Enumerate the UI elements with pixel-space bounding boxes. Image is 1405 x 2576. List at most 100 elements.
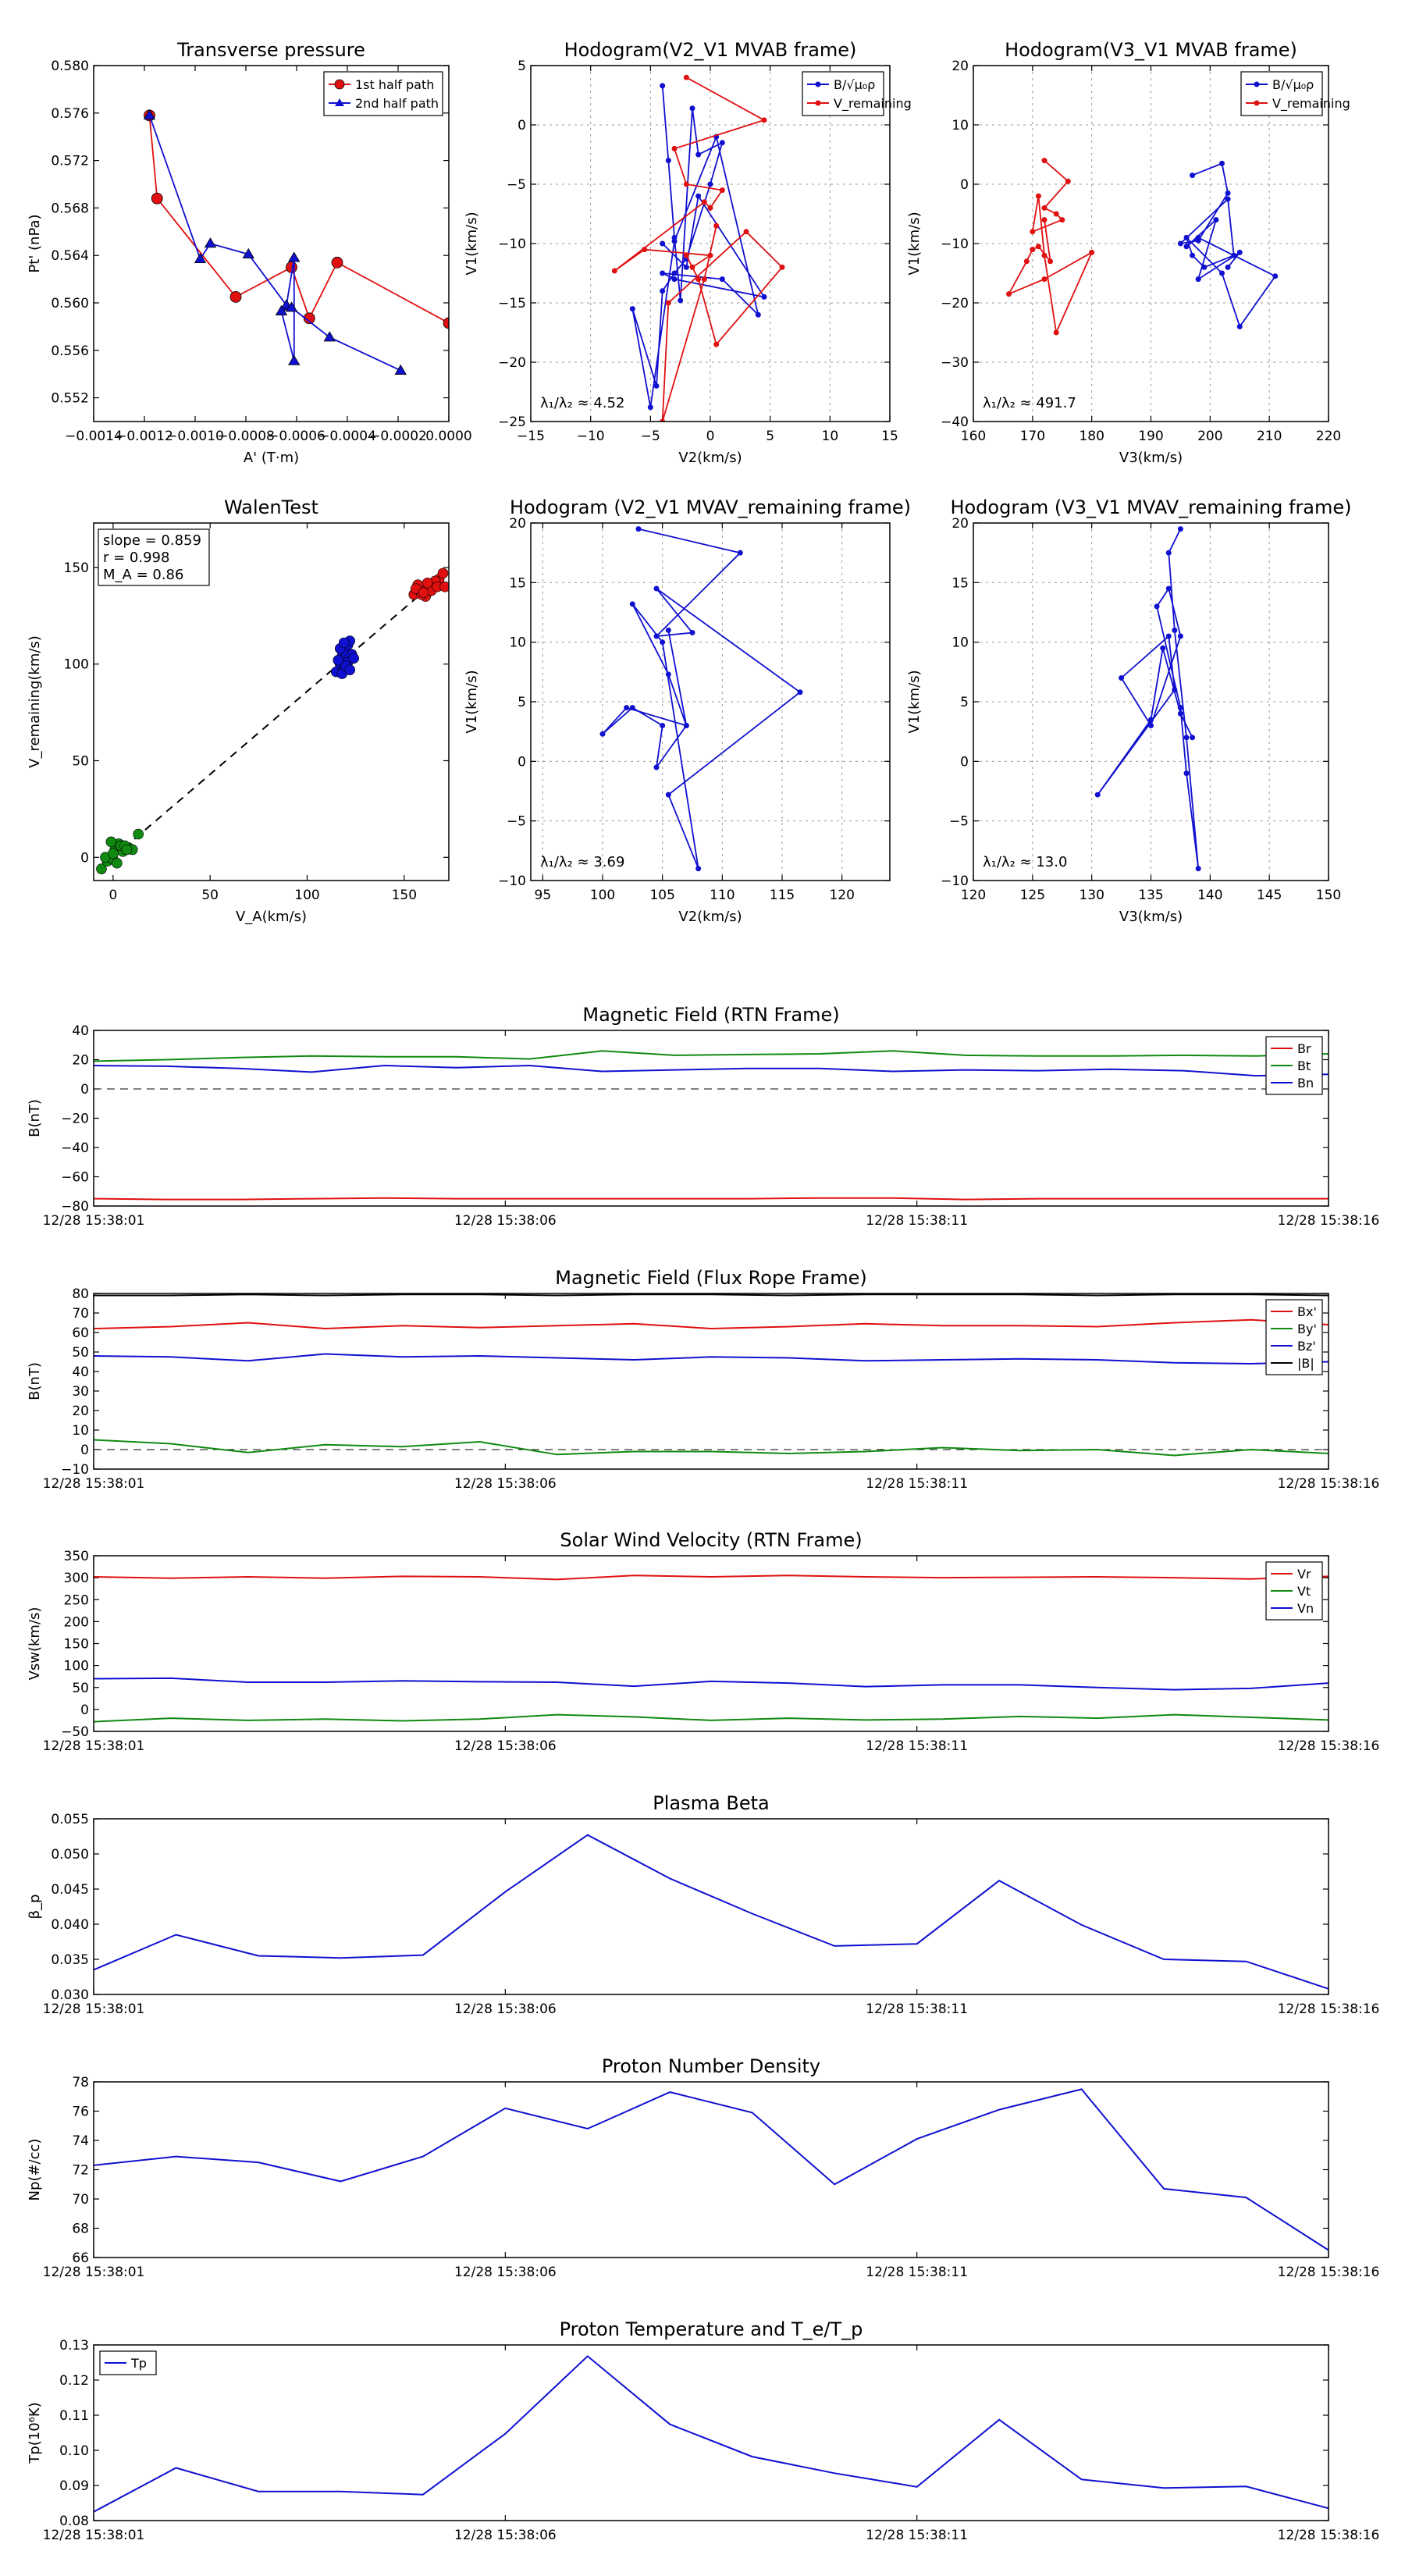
data-point	[1177, 240, 1183, 247]
y-tick-label: 150	[64, 560, 89, 576]
data-point	[204, 237, 217, 248]
data-point	[1195, 866, 1201, 872]
data-point	[1030, 229, 1036, 235]
plot-area	[94, 1834, 1329, 1990]
legend: Bx' By' Bz' |B|	[1265, 1299, 1323, 1375]
data-point	[1190, 735, 1196, 741]
y-tick-label: 150	[64, 1637, 89, 1653]
series-line-vr	[94, 1574, 1329, 1581]
x-tick-label: 12/28 15:38:06	[454, 1213, 557, 1229]
series-line-v-remaining	[614, 76, 784, 422]
x-tick-label: 10	[822, 429, 839, 444]
data-point	[701, 276, 707, 283]
legend: Tp	[99, 2350, 157, 2375]
y-tick-label: 0	[960, 177, 969, 193]
annotation: λ₁/λ₂ ≈ 13.0	[983, 854, 1067, 870]
data-point	[671, 276, 678, 283]
x-tick-label: 12/28 15:38:11	[866, 2001, 968, 2017]
data-point	[323, 331, 336, 342]
legend: B/√μ₀ρ V_remaining	[802, 71, 912, 116]
legend: 1st half path 2nd half path	[323, 71, 443, 116]
legend-label: Vn	[1297, 1601, 1314, 1616]
y-tick-label: 5	[518, 59, 526, 74]
y-tick-label: 0	[80, 1703, 89, 1718]
series-line-v-remaining	[1007, 159, 1094, 336]
y-tick-label: 40	[72, 1023, 89, 1039]
y-tick-label: 350	[64, 1549, 89, 1564]
y-tick-label: −10	[941, 873, 969, 889]
data-point	[635, 526, 642, 532]
y-tick-label: 0.12	[59, 2373, 89, 2389]
data-point	[660, 288, 666, 294]
data-point	[1225, 196, 1231, 202]
data-point	[1213, 217, 1219, 223]
legend-label: Bz'	[1297, 1339, 1316, 1354]
y-tick-label: 10	[72, 1423, 89, 1439]
data-point	[660, 240, 666, 247]
x-tick-label: −10	[577, 429, 605, 444]
y-tick-label: 0.564	[51, 248, 89, 264]
legend-box	[802, 71, 884, 116]
data-point	[331, 256, 343, 269]
data-point	[719, 140, 725, 146]
y-tick-label: 50	[72, 1345, 89, 1361]
series-line-v	[1097, 528, 1200, 869]
data-point	[194, 252, 207, 264]
plot-area	[611, 74, 785, 422]
y-tick-label: 0	[80, 1082, 89, 1098]
data-point	[1183, 770, 1190, 777]
chart-hodo_v2_mvav: Hodogram (V2_V1 MVAV_remaining frame) −10…	[464, 496, 911, 925]
y-tick-label: 0.556	[51, 343, 89, 359]
data-point	[678, 297, 684, 304]
series-line-v	[602, 528, 802, 870]
y-tick-label: 50	[72, 754, 89, 770]
data-point	[743, 229, 749, 235]
y-tick-label: 72	[72, 2163, 89, 2179]
chart-hodo_v3_mvab: Hodogram(V3_V1 MVAB frame) −40 −30 −20 −10 0 1…	[906, 39, 1350, 466]
chart-title: WalenTest	[224, 496, 318, 518]
legend-marker	[335, 98, 344, 106]
y-axis-label: V1(km/s)	[906, 670, 923, 733]
x-tick-label: 120	[829, 888, 854, 903]
data-point	[660, 83, 666, 89]
x-axis-label: A' (T·m)	[244, 450, 299, 466]
legend-label: Br	[1297, 1041, 1311, 1056]
y-tick-label: 20	[72, 1404, 89, 1419]
x-tick-label: 12/28 15:38:01	[43, 1476, 145, 1492]
chart-bfield_fr: Magnetic Field (Flux Rope Frame) −10 0 10 20…	[27, 1267, 1379, 1492]
x-tick-label: 12/28 15:38:01	[43, 1738, 145, 1754]
x-tick-label: 190	[1138, 429, 1163, 444]
y-axis-label: Vsw(km/s)	[27, 1607, 43, 1681]
data-point	[1190, 252, 1196, 258]
x-tick-label: 12/28 15:38:01	[43, 2265, 145, 2280]
series-line-1st-half-path	[148, 115, 449, 324]
data-point	[683, 264, 689, 270]
x-axis-label: V3(km/s)	[1119, 450, 1183, 466]
data-point	[1172, 627, 1178, 633]
x-tick-label: 105	[649, 888, 674, 903]
plot-frame	[973, 65, 1329, 422]
x-tick-label: 12/28 15:38:11	[866, 2528, 968, 2543]
y-tick-label: 20	[509, 516, 526, 532]
x-tick-label: 170	[1020, 429, 1045, 444]
x-tick-label: 0	[108, 888, 117, 903]
y-tick-label: 300	[64, 1571, 89, 1586]
y-tick-label: 0.035	[51, 1952, 89, 1968]
data-point	[707, 181, 713, 187]
data-point	[1160, 645, 1166, 651]
legend-label: By'	[1297, 1322, 1317, 1336]
y-tick-label: −10	[498, 237, 526, 252]
legend-label: B/√μ₀ρ	[1272, 77, 1314, 92]
chart-temperature: Proton Temperature and T_e/T_p 0.08 0.09 0.…	[27, 2318, 1379, 2543]
legend-label: Bt	[1297, 1059, 1311, 1073]
chart-title: Solar Wind Velocity (RTN Frame)	[560, 1529, 862, 1551]
x-tick-label: 180	[1079, 429, 1104, 444]
y-axis-label: V1(km/s)	[464, 670, 480, 733]
data-point	[695, 866, 702, 872]
chart-hodo_v2_mvab: Hodogram(V2_V1 MVAB frame) −25 −20 −15 −10 −5…	[464, 39, 912, 466]
x-tick-label: 12/28 15:38:06	[454, 1738, 557, 1754]
data-point	[653, 764, 660, 770]
data-point	[422, 577, 433, 589]
data-point	[1053, 329, 1059, 336]
stats-line: M_A = 0.86	[103, 567, 183, 583]
